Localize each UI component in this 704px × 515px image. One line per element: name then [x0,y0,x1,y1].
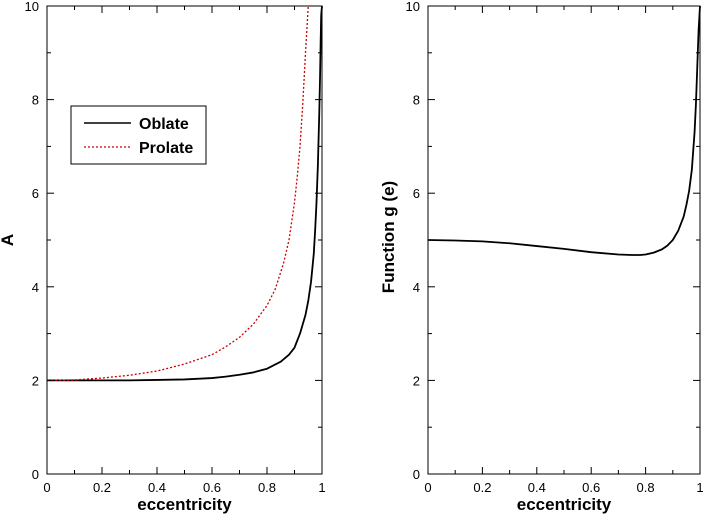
left-y-tick-label: 2 [32,373,39,388]
left-y-axis-title: A [0,234,17,246]
right-x-tick-label: 0.8 [637,480,655,495]
left-x-axis-title: eccentricity [137,495,232,514]
left-x-tick-label: 1 [318,480,325,495]
right-x-tick-label: 1 [696,480,703,495]
left-y-tick-label: 8 [32,93,39,108]
left-y-tick-label: 6 [32,186,39,201]
right-y-tick-label: 2 [413,373,420,388]
left-series-line-prolate [46,5,309,382]
right-series-group [427,5,701,256]
left-series-line-oblate [47,5,323,382]
left-y-tick-label: 10 [25,0,39,14]
left-x-tick-label: 0.4 [148,480,166,495]
left-x-tick-label: 0 [43,480,50,495]
left-series-group [46,5,323,382]
legend-label-prolate: Prolate [139,140,193,157]
right-x-tick-label: 0.4 [528,480,546,495]
legend-box [70,105,207,165]
right-y-axis-title: Function g (e) [379,181,398,293]
right-x-axis-title: eccentricity [517,495,612,514]
left-y-tick-label: 4 [32,280,39,295]
legend: Oblate Prolate [70,105,207,165]
right-x-tick-label: 0.2 [473,480,491,495]
right-plot-frame [427,5,701,475]
right-y-tick-label: 4 [413,280,420,295]
left-plot-frame [46,5,323,475]
right-series-line-g-e [427,5,701,256]
right-x-tick-label: 0.6 [582,480,600,495]
right-y-tick-label: 10 [406,0,420,14]
left-x-tick-label: 0.6 [203,480,221,495]
right-y-tick-label: 8 [413,93,420,108]
legend-label-oblate: Oblate [139,116,189,133]
right-y-tick-label: 6 [413,186,420,201]
left-y-tick-label: 0 [32,467,39,482]
left-x-tick-label: 0.2 [93,480,111,495]
left-x-tick-label: 0.8 [258,480,276,495]
right-y-tick-label: 0 [413,467,420,482]
right-x-tick-label: 0 [424,480,431,495]
